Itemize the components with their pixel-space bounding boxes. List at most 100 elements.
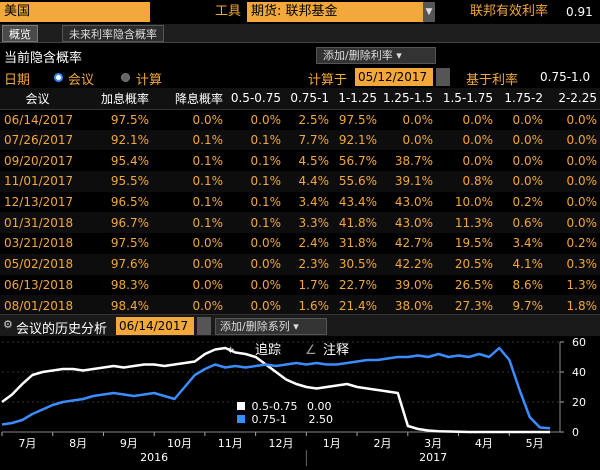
x-tick-label: 8月	[69, 437, 87, 450]
probability-cell: 92.1%	[78, 129, 152, 151]
y-tick-label: 40	[572, 366, 586, 379]
probability-cell: 4.5%	[284, 150, 332, 172]
legend-swatch	[237, 402, 245, 410]
date-label: 日期	[4, 73, 31, 88]
table-row[interactable]: 12/13/2017 96.5% 0.1% 0.1% 3.4% 43.4% 43.0% 10.…	[0, 191, 600, 213]
series-line-0.5-0.75	[1, 346, 550, 434]
legend-item: 0.5-0.75 0.00	[237, 400, 331, 413]
table-row[interactable]: 06/13/2018 98.3% 0.0% 0.0% 1.7% 22.7% 39.0% 26.…	[0, 274, 600, 296]
futures-select[interactable]: 期货: 联邦基金 ▼	[247, 2, 435, 22]
table-row[interactable]: 06/14/2017 97.5% 0.0% 0.0% 2.5% 97.5% 0.0% 0.0%…	[0, 109, 600, 130]
column-header[interactable]: 会议	[0, 88, 78, 110]
probability-cell: 43.4%	[332, 191, 380, 213]
column-header[interactable]: 加息概率	[78, 88, 152, 110]
legend-series-name: 0.75-1	[251, 413, 287, 426]
calendar-icon[interactable]	[436, 68, 450, 86]
table-row[interactable]: 09/20/2017 95.4% 0.1% 0.1% 4.5% 56.7% 38.7% 0.0…	[0, 150, 600, 172]
x-tick-label: 11月	[218, 437, 243, 450]
column-header[interactable]: 1.5-1.75	[436, 88, 496, 110]
probability-cell: 0.3%	[546, 253, 600, 275]
probability-cell: 0.0%	[436, 109, 496, 130]
probability-cell: 38.0%	[380, 295, 436, 316]
x-tick-label: 12月	[269, 437, 294, 450]
calc-at-label: 计算于	[308, 73, 348, 88]
probability-cell: 0.1%	[152, 171, 226, 192]
probability-cell: 2.5%	[284, 109, 332, 130]
probability-cell: 97.5%	[78, 109, 152, 130]
history-date-input[interactable]: 06/14/2017	[116, 317, 194, 335]
section-title: 当前隐含概率	[4, 51, 83, 66]
calc-date-input[interactable]: 05/12/2017	[355, 68, 433, 86]
tab-overview[interactable]: 概览	[2, 25, 38, 42]
tab-future-rate-probability[interactable]: 未来利率隐含概率	[62, 25, 164, 42]
add-remove-rate-label: 添加/删除利率	[323, 49, 393, 62]
calc-radio-label[interactable]: 计算	[136, 73, 163, 88]
x-tick-label: 1月	[323, 437, 341, 450]
column-header[interactable]: 0.75-1	[284, 88, 332, 110]
x-tick-label: 4月	[475, 437, 493, 450]
table-body: 06/14/2017 97.5% 0.0% 0.0% 2.5% 97.5% 0.0% 0.0%…	[0, 109, 600, 316]
table-header-row: 会议 加息概率 降息概率 0.5-0.75 0.75-1 1-1.25 1.25-1.5 1.…	[0, 88, 600, 110]
meeting-date-cell: 03/21/2018	[0, 233, 78, 254]
add-remove-series-button[interactable]: 添加/删除系列 ▾	[215, 318, 327, 335]
probability-cell: 43.0%	[380, 191, 436, 213]
probability-cell: 0.0%	[546, 191, 600, 213]
probability-cell: 27.3%	[436, 295, 496, 316]
x-tick-label: 5月	[526, 437, 544, 450]
probability-cell: 96.7%	[78, 212, 152, 234]
crosshair-icon[interactable]: ⌖	[227, 343, 235, 358]
probability-cell: 0.2%	[546, 233, 600, 254]
calc-radio[interactable]	[121, 73, 130, 82]
table-row[interactable]: 08/01/2018 98.4% 0.0% 0.0% 1.6% 21.4% 38.0% 27.…	[0, 295, 600, 316]
annotate-button[interactable]: 注释	[323, 343, 350, 358]
column-header[interactable]: 1.75-2	[496, 88, 546, 110]
meeting-date-cell: 08/01/2018	[0, 295, 78, 316]
probability-cell: 0.1%	[152, 191, 226, 213]
table-row[interactable]: 11/01/2017 95.5% 0.1% 0.1% 4.4% 55.6% 39.1% 0.8…	[0, 171, 600, 192]
probability-cell: 31.8%	[332, 233, 380, 254]
y-tick-label: 20	[572, 396, 586, 409]
column-header[interactable]: 2-2.25	[546, 88, 600, 110]
probability-cell: 43.0%	[380, 212, 436, 234]
add-remove-rate-button[interactable]: 添加/删除利率 ▾	[316, 47, 436, 64]
probability-cell: 8.6%	[496, 274, 546, 296]
table-row[interactable]: 05/02/2018 97.6% 0.0% 0.0% 2.3% 30.5% 42.2% 20.…	[0, 253, 600, 275]
probability-cell: 0.0%	[546, 171, 600, 192]
probability-cell: 0.0%	[226, 233, 284, 254]
probability-cell: 0.0%	[226, 253, 284, 275]
meeting-date-cell: 06/13/2018	[0, 274, 78, 296]
meeting-date-cell: 11/01/2017	[0, 171, 78, 192]
x-tick-label: 10月	[167, 437, 192, 450]
section-header: 当前隐含概率 添加/删除利率 ▾	[0, 44, 600, 66]
column-header[interactable]: 1-1.25	[332, 88, 380, 110]
table-row[interactable]: 07/26/2017 92.1% 0.1% 0.1% 7.7% 92.1% 0.0% 0.0%…	[0, 129, 600, 151]
probability-cell: 10.0%	[436, 191, 496, 213]
column-header[interactable]: 0.5-0.75	[226, 88, 284, 110]
meeting-radio[interactable]	[54, 73, 63, 82]
probability-cell: 11.3%	[436, 212, 496, 234]
table-row[interactable]: 03/21/2018 97.5% 0.0% 0.0% 2.4% 31.8% 42.7% 19.…	[0, 233, 600, 254]
legend-series-value: 2.50	[308, 413, 333, 426]
pencil-icon[interactable]: ∠	[305, 343, 317, 358]
track-button[interactable]: 追踪	[255, 343, 282, 358]
chevron-down-icon: ▾	[293, 320, 299, 333]
chart-legend: 0.5-0.75 0.00 0.75-1 2.50	[233, 398, 336, 428]
probability-table: 会议 加息概率 降息概率 0.5-0.75 0.75-1 1-1.25 1.25-1.5 1.…	[0, 88, 600, 316]
column-header[interactable]: 1.25-1.5	[380, 88, 436, 110]
effective-rate-value: 0.91	[566, 5, 593, 19]
probability-cell: 97.5%	[78, 233, 152, 254]
column-header[interactable]: 降息概率	[152, 88, 226, 110]
chevron-down-icon[interactable]: ▼	[423, 2, 435, 22]
table-row[interactable]: 01/31/2018 96.7% 0.1% 0.1% 3.3% 41.8% 43.0% 11.…	[0, 212, 600, 234]
probability-cell: 39.1%	[380, 171, 436, 192]
country-field[interactable]: 美国	[0, 2, 150, 22]
meeting-radio-label[interactable]: 会议	[68, 73, 95, 88]
gear-icon[interactable]: ⚙	[3, 318, 13, 331]
probability-cell: 96.5%	[78, 191, 152, 213]
probability-cell: 0.0%	[380, 129, 436, 151]
year-label: 2016	[140, 451, 168, 464]
probability-cell: 2.3%	[284, 253, 332, 275]
probability-cell: 0.0%	[226, 109, 284, 130]
probability-cell: 42.2%	[380, 253, 436, 275]
calendar-icon[interactable]	[197, 317, 211, 335]
